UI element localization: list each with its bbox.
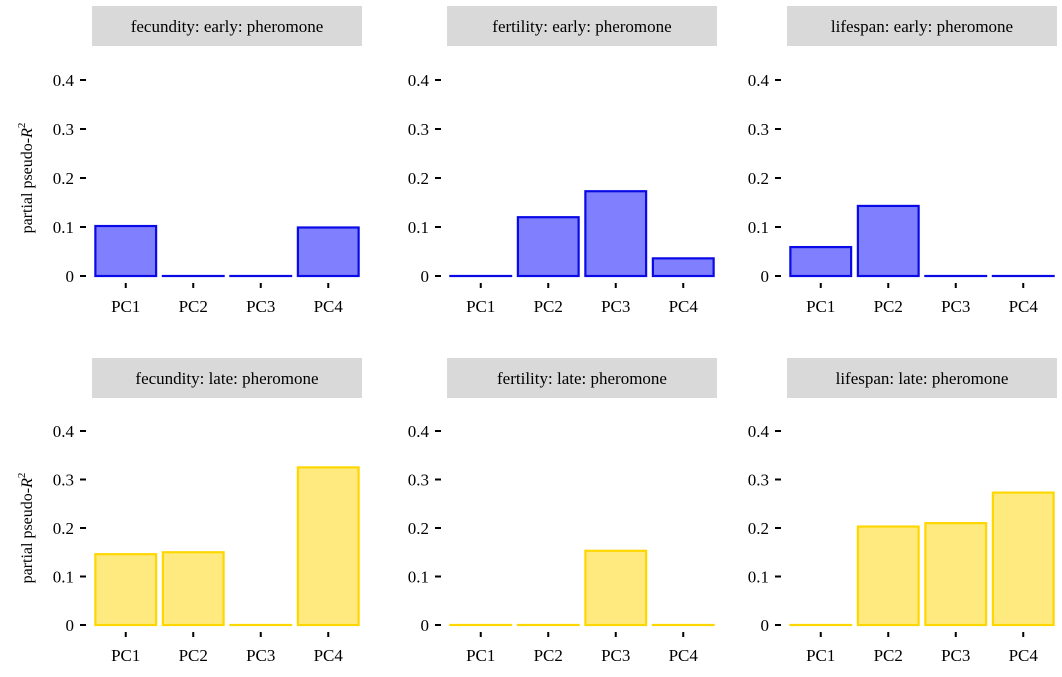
y-tick-label: 0.3 [53, 120, 74, 139]
x-tick-label: PC4 [669, 646, 699, 665]
chart-panel-5: fertility: late: pheromone 0 0.1 0.2 0.3 0.4 P… [408, 358, 717, 665]
bar-pc3 [925, 523, 986, 625]
y-tick-label: 0 [761, 616, 770, 635]
bar-pc2 [518, 217, 579, 276]
y-tick-label: 0.3 [748, 120, 769, 139]
bar-pc2 [163, 552, 224, 625]
y-axis-title-prefix: partial pseudo- [19, 138, 36, 234]
y-tick-label: 0 [421, 267, 430, 286]
y-tick-label: 0.1 [53, 568, 74, 587]
y-tick-label: 0.4 [748, 71, 770, 90]
x-tick-label: PC1 [111, 297, 140, 316]
bar-pc1 [790, 247, 851, 276]
y-tick-label: 0.1 [408, 218, 429, 237]
x-tick-label: PC3 [941, 297, 970, 316]
x-tick-label: PC1 [806, 646, 835, 665]
y-tick-label: 0.4 [408, 422, 430, 441]
x-tick-label: PC1 [466, 646, 495, 665]
facet-title: fecundity: late: pheromone [135, 369, 318, 388]
bar-pc3 [585, 191, 646, 276]
y-axis-title: partial pseudo-R2 [16, 473, 36, 584]
bar-pc3 [585, 551, 646, 625]
bar-pc2 [858, 206, 919, 276]
y-axis-title: partial pseudo-R2 [16, 123, 36, 234]
y-tick-label: 0.3 [53, 471, 74, 490]
y-tick-label: 0.1 [748, 218, 769, 237]
x-tick-label: PC1 [466, 297, 495, 316]
x-tick-label: PC2 [874, 297, 903, 316]
x-tick-label: PC4 [1009, 646, 1039, 665]
y-tick-label: 0.1 [408, 568, 429, 587]
y-axis-title-exponent: 2 [16, 123, 28, 129]
chart-panel-3: lifespan: early: pheromone 0 0.1 0.2 0.3 0.4 P… [748, 6, 1057, 316]
chart-panel-6: lifespan: late: pheromone 0 0.1 0.2 0.3 0.4 PC… [748, 358, 1057, 665]
x-tick-label: PC4 [669, 297, 699, 316]
y-tick-label: 0.1 [748, 568, 769, 587]
x-tick-label: PC4 [314, 646, 344, 665]
y-tick-label: 0.4 [748, 422, 770, 441]
y-tick-label: 0.1 [53, 218, 74, 237]
bar-pc1 [95, 226, 156, 276]
x-tick-label: PC2 [179, 297, 208, 316]
y-tick-label: 0 [66, 616, 75, 635]
chart-panel-4: fecundity: late: pheromone 0 0.1 0.2 0.3 0.4 P… [53, 358, 362, 665]
y-tick-label: 0.2 [408, 169, 429, 188]
x-tick-label: PC1 [111, 646, 140, 665]
y-tick-label: 0.3 [408, 120, 429, 139]
y-tick-label: 0 [761, 267, 770, 286]
x-tick-label: PC3 [941, 646, 970, 665]
bar-pc4 [298, 467, 359, 625]
facet-title: fecundity: early: pheromone [131, 17, 324, 36]
y-tick-label: 0.2 [748, 519, 769, 538]
y-tick-label: 0.4 [53, 71, 75, 90]
bar-pc4 [993, 493, 1054, 625]
bar-pc4 [653, 258, 714, 276]
y-tick-label: 0.2 [53, 519, 74, 538]
facet-title: fertility: late: pheromone [497, 369, 667, 388]
y-axis-title-variable: R [19, 128, 36, 139]
y-tick-label: 0.4 [53, 422, 75, 441]
chart-panel-2: fertility: early: pheromone 0 0.1 0.2 0.3 0.4… [408, 6, 717, 316]
y-axis-title-prefix: partial pseudo- [19, 488, 36, 584]
x-tick-label: PC4 [314, 297, 344, 316]
x-tick-label: PC3 [246, 646, 275, 665]
bar-pc4 [298, 227, 359, 276]
facet-title: fertility: early: pheromone [492, 17, 671, 36]
y-tick-label: 0.3 [408, 471, 429, 490]
y-tick-label: 0.2 [408, 519, 429, 538]
y-tick-label: 0.2 [53, 169, 74, 188]
bar-pc2 [858, 527, 919, 625]
y-tick-label: 0.3 [748, 471, 769, 490]
y-axis-title-variable: R [19, 478, 36, 489]
x-tick-label: PC3 [601, 646, 630, 665]
x-tick-label: PC2 [534, 297, 563, 316]
x-tick-label: PC2 [534, 646, 563, 665]
x-tick-label: PC2 [179, 646, 208, 665]
facet-title: lifespan: late: pheromone [836, 369, 1009, 388]
x-tick-label: PC2 [874, 646, 903, 665]
y-tick-label: 0 [66, 267, 75, 286]
y-tick-label: 0.4 [408, 71, 430, 90]
y-axis-title-exponent: 2 [16, 473, 28, 479]
chart-panel-1: fecundity: early: pheromone 0 0.1 0.2 0.3 0.4… [53, 6, 362, 316]
x-tick-label: PC3 [601, 297, 630, 316]
y-tick-label: 0.2 [748, 169, 769, 188]
x-tick-label: PC4 [1009, 297, 1039, 316]
bar-pc1 [95, 554, 156, 625]
y-tick-label: 0 [421, 616, 430, 635]
facet-title: lifespan: early: pheromone [831, 17, 1013, 36]
x-tick-label: PC1 [806, 297, 835, 316]
x-tick-label: PC3 [246, 297, 275, 316]
